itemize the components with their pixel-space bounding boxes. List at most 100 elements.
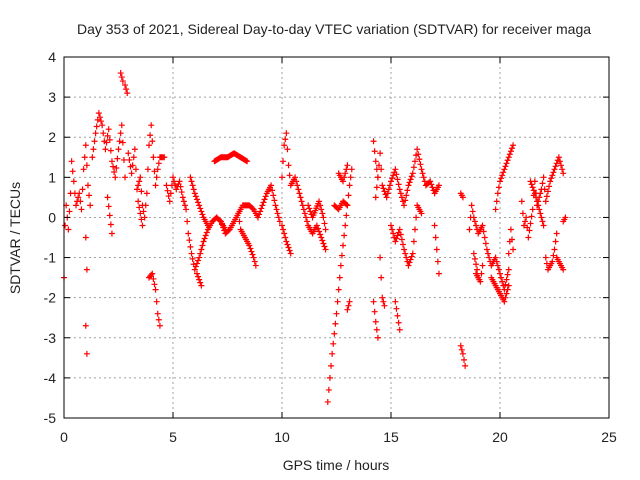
data-point: [166, 198, 173, 205]
data-point: [93, 123, 100, 130]
data-point: [417, 161, 424, 168]
data-point: [69, 168, 76, 175]
data-point: [269, 187, 276, 194]
data-point: [197, 279, 204, 286]
data-point: [392, 166, 399, 173]
data-point: [199, 242, 206, 249]
data-point: [123, 86, 130, 93]
data-point: [92, 130, 99, 137]
data-point: [219, 221, 226, 228]
data-point: [420, 174, 427, 181]
data-point: [373, 184, 380, 191]
data-point: [429, 184, 436, 191]
data-point: [247, 245, 254, 252]
data-point: [149, 138, 156, 145]
data-point: [468, 202, 475, 209]
data-point: [373, 166, 380, 173]
data-point: [482, 240, 489, 247]
data-point: [340, 178, 347, 185]
data-point: [406, 179, 413, 186]
data-point: [343, 166, 350, 173]
data-point: [385, 186, 392, 193]
data-point: [188, 178, 195, 185]
data-point: [256, 211, 263, 218]
data-point: [235, 210, 242, 217]
data-point: [459, 350, 466, 357]
data-point: [507, 226, 514, 233]
data-point: [190, 186, 197, 193]
data-point: [200, 238, 207, 245]
data-point: [251, 258, 258, 265]
data-point: [273, 206, 280, 213]
data-point: [236, 218, 243, 225]
data-point: [203, 229, 210, 236]
y-tick-label: -2: [44, 290, 57, 306]
data-point: [170, 174, 176, 181]
data-point: [292, 174, 299, 181]
data-point: [104, 194, 111, 201]
data-point: [104, 132, 111, 139]
data-point: [501, 166, 508, 173]
data-point: [116, 138, 123, 145]
data-point: [171, 178, 178, 185]
data-point: [562, 214, 569, 221]
data-point: [371, 308, 378, 315]
data-point: [520, 222, 527, 229]
data-point: [414, 146, 421, 153]
data-point: [390, 172, 397, 179]
data-point: [552, 163, 559, 170]
data-point: [502, 163, 509, 170]
data-point: [388, 222, 394, 229]
data-point: [530, 187, 537, 194]
data-point: [550, 169, 557, 176]
data-point: [399, 241, 406, 248]
data-point: [187, 174, 194, 181]
data-point: [544, 188, 551, 195]
data-point: [108, 158, 115, 165]
data-point: [418, 210, 425, 217]
data-point: [195, 257, 202, 264]
data-point: [119, 78, 126, 85]
data-point: [117, 130, 124, 137]
data-point: [473, 222, 480, 229]
data-point: [495, 266, 502, 273]
data-point: [204, 222, 211, 229]
y-axis-ticks: -5 -4 -3 -2 -1 0 1 2 3 4: [44, 49, 609, 426]
data-point: [193, 196, 200, 203]
data-point: [396, 186, 403, 193]
y-tick-label: 4: [48, 49, 56, 65]
data-point: [324, 398, 331, 405]
data-point: [148, 271, 155, 278]
data-point: [538, 214, 545, 221]
data-point: [347, 174, 354, 181]
data-point: [136, 178, 143, 185]
data-point: [129, 162, 136, 169]
data-point: [130, 154, 137, 161]
data-point: [108, 230, 115, 237]
data-point: [118, 74, 125, 81]
data-point: [498, 175, 505, 182]
data-point: [524, 224, 531, 231]
data-point: [416, 156, 423, 163]
data-point: [62, 222, 69, 229]
data-point: [115, 146, 122, 153]
data-point: [181, 202, 188, 209]
data-point: [246, 242, 253, 249]
data-point: [461, 356, 468, 363]
data-point: [552, 238, 559, 245]
data-point: [398, 236, 405, 243]
data-point: [322, 226, 329, 233]
data-point: [187, 243, 194, 250]
data-point: [258, 205, 265, 212]
data-point: [462, 362, 469, 369]
x-tick-label: 0: [60, 429, 68, 445]
x-tick-label: 20: [492, 429, 508, 445]
data-point: [302, 214, 309, 221]
y-tick-label: -4: [44, 370, 57, 386]
data-point: [560, 266, 567, 273]
data-point: [106, 212, 113, 219]
data-point: [392, 298, 399, 305]
data-point: [383, 194, 390, 201]
data-point: [413, 214, 420, 221]
data-point: [372, 194, 379, 201]
